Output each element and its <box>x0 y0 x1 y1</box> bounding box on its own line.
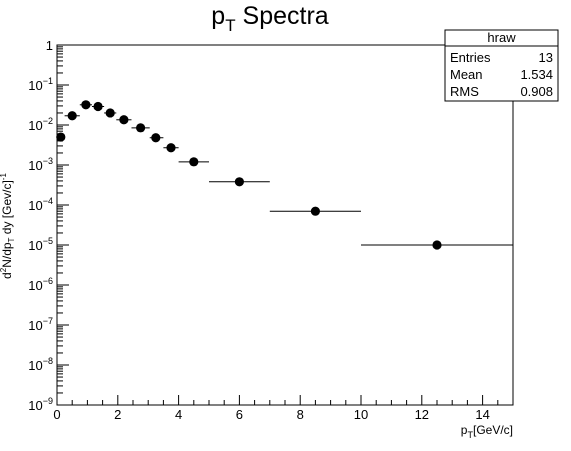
data-point <box>67 111 77 121</box>
y-tick-label: 10−1 <box>28 76 53 93</box>
stats-mean-value: 1.534 <box>520 67 553 82</box>
stats-entries-value: 13 <box>539 50 553 65</box>
data-point <box>119 115 129 125</box>
data-point <box>151 133 161 143</box>
x-tick-labels: 0 2 4 6 8 10 12 14 <box>53 407 489 422</box>
data-point <box>166 143 176 153</box>
stats-rms-label: RMS <box>450 84 479 99</box>
chart-title: pT Spectra <box>211 2 328 35</box>
data-point <box>234 177 244 187</box>
x-tick-label: 0 <box>53 407 60 422</box>
y-tick-label: 10−3 <box>28 156 53 173</box>
data-point <box>105 108 115 118</box>
y-tick-label: 10−9 <box>28 396 53 413</box>
stats-box: hraw Entries 13 Mean 1.534 RMS 0.908 <box>444 29 559 102</box>
data-point <box>56 132 66 142</box>
data-point <box>310 206 320 216</box>
y-tick-label: 1 <box>46 38 53 53</box>
data-series-hraw <box>56 100 513 250</box>
data-point <box>189 157 199 167</box>
stats-rms-value: 0.908 <box>520 84 553 99</box>
y-tick-label: 10−6 <box>28 276 53 293</box>
y-tick-label: 10−2 <box>28 116 53 133</box>
data-point <box>81 100 91 110</box>
y-tick-label: 10−4 <box>28 196 53 213</box>
x-tick-label: 4 <box>175 407 182 422</box>
data-point <box>432 240 442 250</box>
data-point <box>136 123 146 133</box>
x-tick-label: 6 <box>236 407 243 422</box>
x-tick-label: 12 <box>415 407 429 422</box>
y-tick-labels: 1 10−1 10−2 10−3 10−4 10−5 10−6 10−7 10−8 10−9 <box>28 38 53 413</box>
stats-box-frame <box>444 29 559 102</box>
stats-mean-label: Mean <box>450 67 483 82</box>
axis-ticks <box>56 44 514 406</box>
y-axis-title: d2N/dpT dy [Gev/c]-1 <box>0 173 16 279</box>
x-tick-label: 2 <box>114 407 121 422</box>
x-tick-label: 14 <box>475 407 489 422</box>
y-tick-label: 10−5 <box>28 236 53 253</box>
y-tick-label: 10−7 <box>28 316 53 333</box>
x-tick-label: 8 <box>297 407 304 422</box>
data-point <box>93 101 103 112</box>
stats-entries-label: Entries <box>450 50 491 65</box>
x-axis-title: pT[GeV/c] <box>461 423 513 440</box>
y-tick-label: 10−8 <box>28 356 53 373</box>
stats-box-title: hraw <box>487 30 516 45</box>
x-tick-label: 10 <box>354 407 368 422</box>
